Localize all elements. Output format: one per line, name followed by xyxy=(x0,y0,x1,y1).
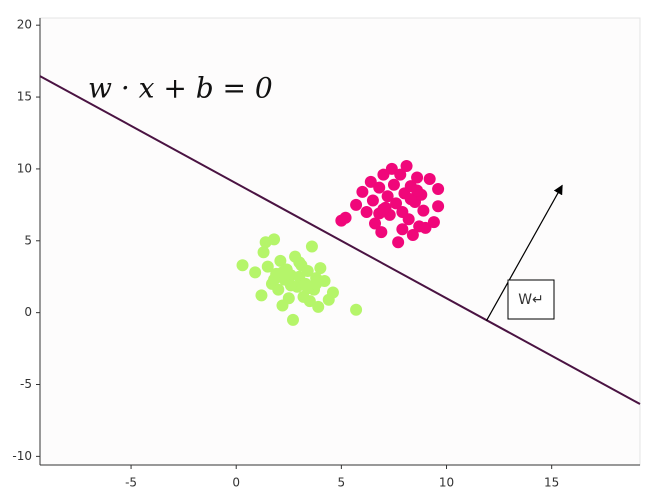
point xyxy=(381,190,394,203)
point xyxy=(310,277,323,290)
point xyxy=(301,264,314,277)
point xyxy=(257,246,270,259)
point xyxy=(261,260,274,273)
point xyxy=(274,254,287,267)
x-tick-label: 5 xyxy=(338,476,346,490)
normal-vector xyxy=(485,184,563,321)
point xyxy=(400,160,413,173)
point xyxy=(268,273,281,286)
x-tick-label: 15 xyxy=(544,476,559,490)
point xyxy=(350,198,363,211)
point xyxy=(375,226,388,239)
y-tick-label: 0 xyxy=(24,305,32,319)
plot-area xyxy=(39,17,641,466)
point xyxy=(268,233,281,246)
point xyxy=(360,206,373,219)
x-tick-label: 0 xyxy=(232,476,240,490)
x-tick-label: 10 xyxy=(439,476,454,490)
point xyxy=(276,266,289,279)
x-tick-label: -5 xyxy=(125,476,137,490)
y-tick-label: 20 xyxy=(17,18,32,32)
point xyxy=(356,185,369,198)
point xyxy=(432,183,445,196)
point xyxy=(312,300,325,313)
point xyxy=(284,279,297,292)
point xyxy=(402,213,415,226)
point xyxy=(423,172,436,185)
point xyxy=(282,292,295,305)
point xyxy=(419,221,432,234)
y-tick-label: 10 xyxy=(17,161,32,175)
point xyxy=(286,313,299,326)
point xyxy=(373,207,386,220)
point xyxy=(326,286,339,299)
point xyxy=(255,289,268,302)
point xyxy=(305,240,318,253)
point xyxy=(406,229,419,242)
point xyxy=(411,184,424,197)
point xyxy=(364,175,377,188)
point xyxy=(272,283,285,296)
point xyxy=(392,236,405,249)
y-tick-label: 5 xyxy=(24,233,32,247)
equation: w · x + b = 0 xyxy=(88,72,273,105)
point xyxy=(236,259,249,272)
point xyxy=(303,295,316,308)
point xyxy=(366,194,379,207)
y-tick-label: -10 xyxy=(12,449,32,463)
point xyxy=(387,178,400,191)
point xyxy=(350,303,363,316)
point xyxy=(385,162,398,175)
point xyxy=(411,171,424,184)
point xyxy=(394,168,407,181)
vector-label: W↵ xyxy=(518,292,544,308)
point xyxy=(293,256,306,269)
point xyxy=(417,204,430,217)
point xyxy=(314,262,327,275)
point xyxy=(369,217,382,230)
y-tick-label: 15 xyxy=(17,90,32,104)
y-tick-label: -5 xyxy=(20,377,32,391)
separating-line xyxy=(39,75,641,405)
label-box xyxy=(507,279,555,320)
point xyxy=(404,193,417,206)
point xyxy=(432,200,445,213)
point xyxy=(249,266,262,279)
point xyxy=(427,216,440,229)
point xyxy=(373,181,386,194)
point xyxy=(339,211,352,224)
point xyxy=(390,197,403,210)
point xyxy=(396,223,409,236)
point xyxy=(377,168,390,181)
